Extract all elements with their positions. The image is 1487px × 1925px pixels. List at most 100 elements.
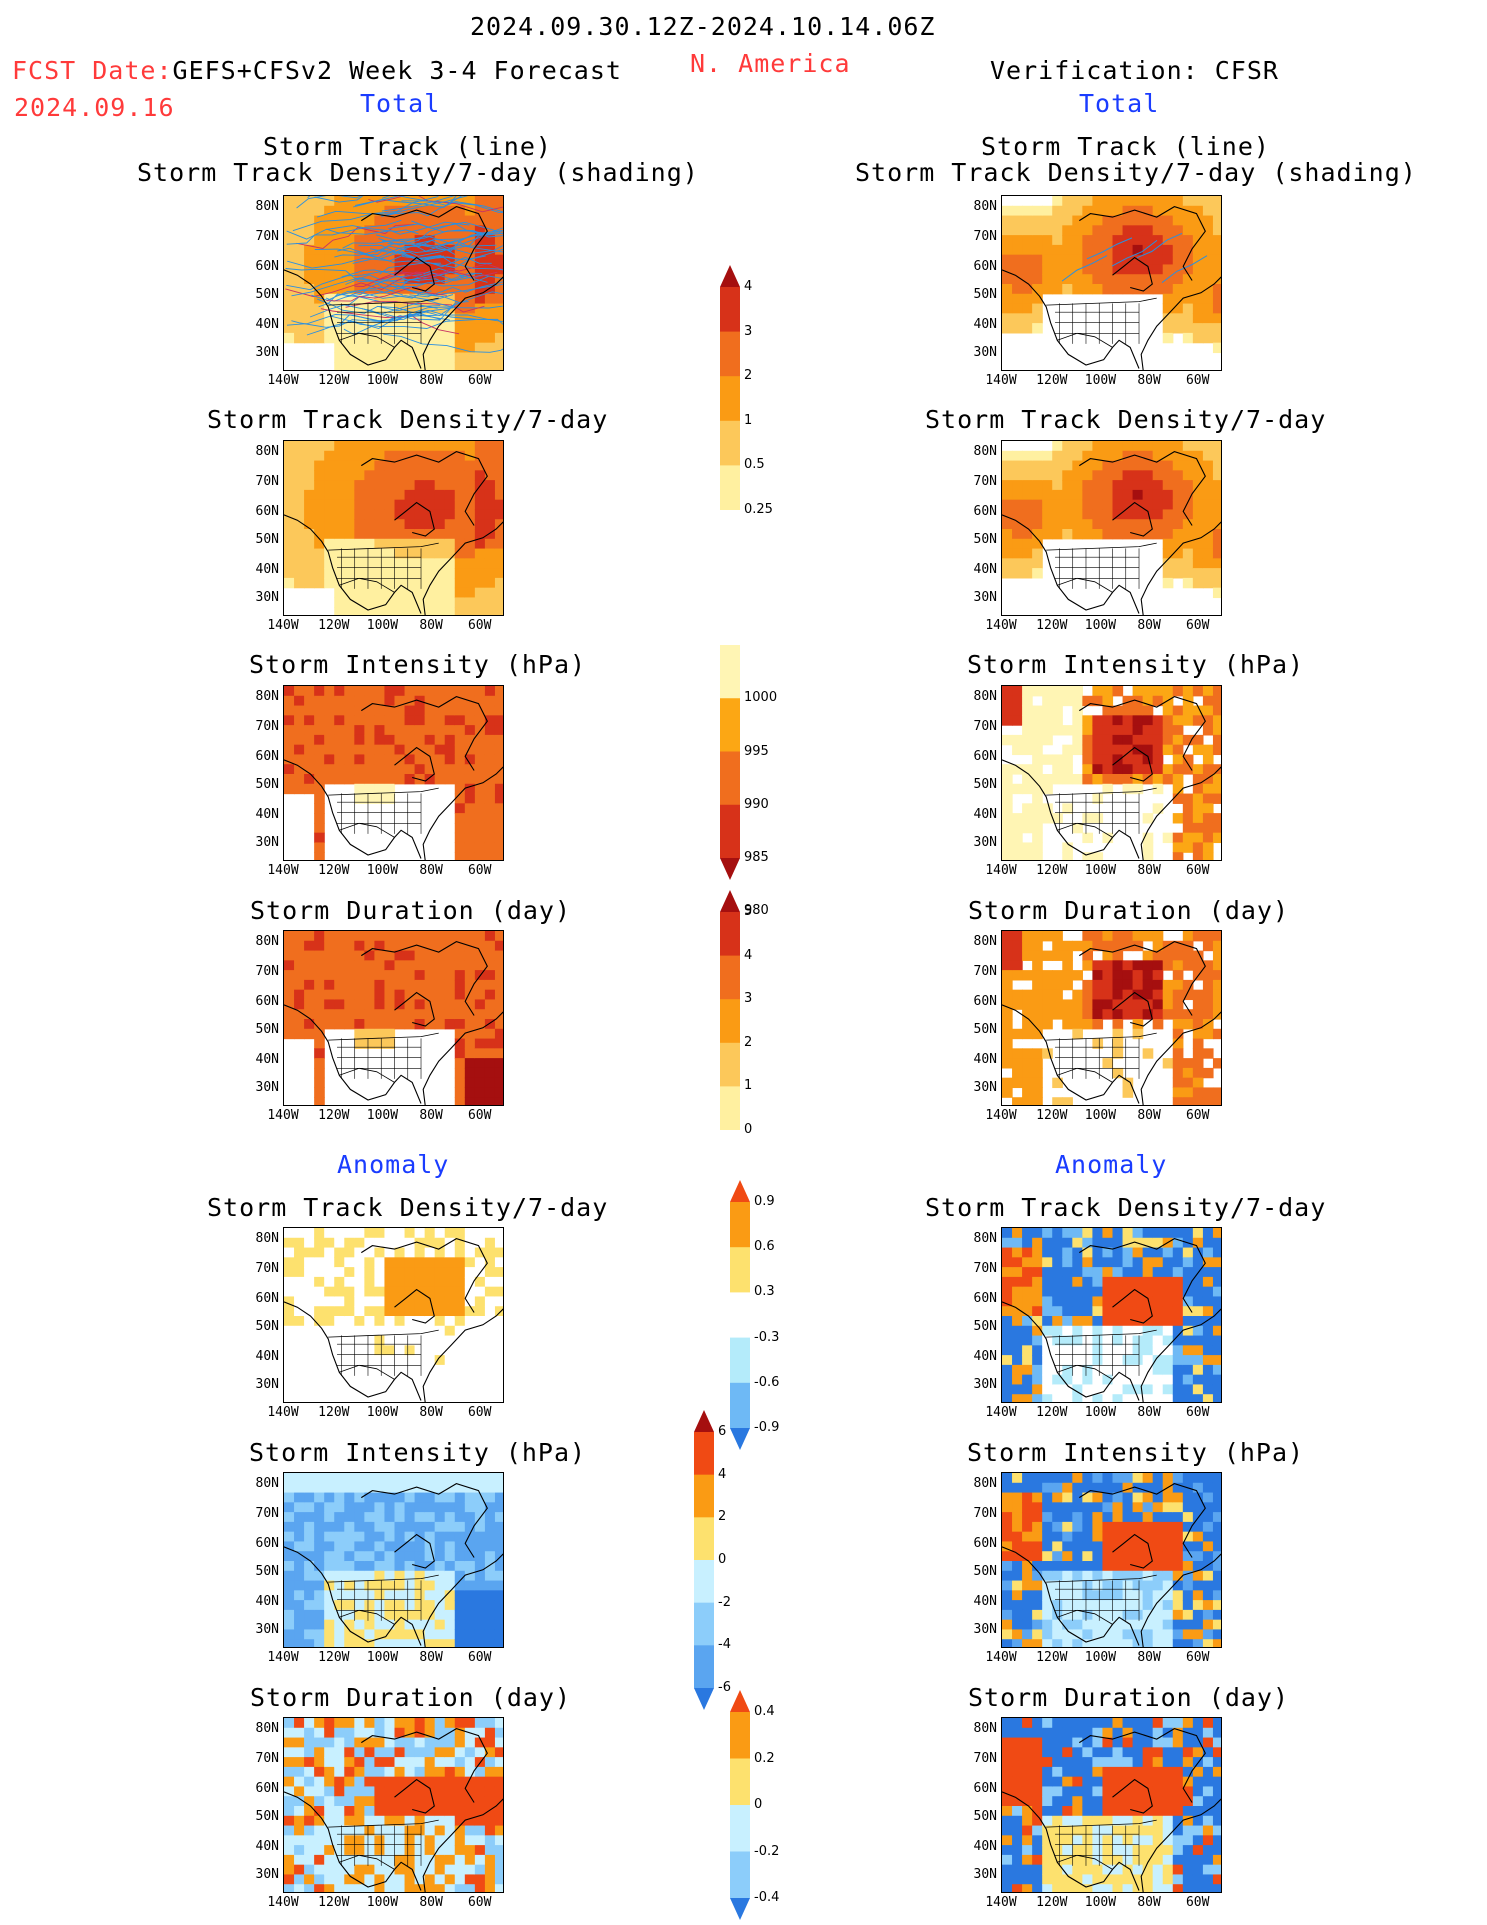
lon-tick-label: 140W — [985, 1895, 1017, 1910]
lat-tick-label: 40N — [255, 807, 279, 823]
lon-tick-label: 60W — [467, 1405, 492, 1420]
lon-tick-label: 140W — [985, 1108, 1017, 1123]
lon-tick-label: 120W — [1036, 1650, 1068, 1665]
lat-tick-label: 40N — [255, 317, 279, 333]
colorbar-tick-label: 985 — [744, 850, 769, 865]
lat-tick-label: 40N — [973, 1349, 997, 1365]
lat-tick-label: 50N — [255, 1319, 279, 1335]
map-panel-f-int-a — [283, 1472, 504, 1648]
lat-tick-label: 60N — [973, 1536, 997, 1552]
colorbar-tick-label: -0.6 — [754, 1374, 780, 1390]
title-density-anom-left: Storm Track Density/7-day — [207, 1193, 609, 1222]
lon-tick-label: 100W — [1084, 1405, 1117, 1420]
map-panel-v-dens — [1001, 440, 1222, 616]
anomaly-left: Anomaly — [337, 1150, 450, 1179]
lon-tick-label: 140W — [267, 1405, 299, 1420]
lon-tick-label: 100W — [1084, 373, 1117, 388]
colorbar-tick-label: 0.3 — [754, 1284, 775, 1300]
colorbar-tick-label: 0 — [744, 1122, 753, 1137]
lon-tick-label: 60W — [1185, 1108, 1210, 1123]
lat-tick-label: 50N — [973, 777, 997, 793]
lon-tick-label: 140W — [267, 373, 299, 388]
colorbar-tick-label: 0 — [718, 1552, 727, 1567]
lat-tick-label: 70N — [255, 1506, 279, 1522]
lat-tick-label: 30N — [973, 1867, 997, 1883]
lon-tick-label: 80W — [419, 863, 443, 878]
lon-tick-label: 140W — [267, 1650, 299, 1665]
lon-tick-label: 100W — [1084, 1895, 1117, 1910]
lat-tick-label: 70N — [255, 719, 279, 735]
lat-tick-label: 50N — [255, 532, 279, 548]
lon-tick-label: 80W — [1137, 373, 1161, 388]
region-label: N. America — [690, 49, 851, 78]
lon-tick-label: 80W — [1137, 1650, 1161, 1665]
lon-tick-label: 120W — [318, 1108, 350, 1123]
lat-tick-label: 40N — [255, 1052, 279, 1068]
lat-tick-label: 50N — [255, 777, 279, 793]
map-panel-f-track — [283, 195, 504, 371]
colorbar-tick-label: 4 — [744, 279, 753, 294]
lat-tick-label: 50N — [973, 1022, 997, 1038]
lat-tick-label: 30N — [255, 1080, 279, 1096]
lat-tick-label: 30N — [255, 345, 279, 361]
colorbar-tick-label: 4 — [744, 947, 753, 963]
lon-tick-label: 60W — [1185, 1405, 1210, 1420]
lon-tick-label: 60W — [1185, 1895, 1210, 1910]
lon-tick-label: 140W — [267, 1895, 299, 1910]
anomaly-right: Anomaly — [1055, 1150, 1168, 1179]
lat-tick-label: 70N — [973, 1751, 997, 1767]
colorbar-tick-label: -0.9 — [754, 1420, 780, 1435]
fcst-date: 2024.09.16 — [14, 93, 175, 122]
lat-tick-label: 50N — [973, 1809, 997, 1825]
lon-tick-label: 140W — [985, 1650, 1017, 1665]
lat-tick-label: 60N — [255, 1291, 279, 1307]
title-density-anom-right: Storm Track Density/7-day — [925, 1193, 1327, 1222]
lon-tick-label: 60W — [467, 373, 492, 388]
colorbar-tick-label: 0.6 — [754, 1239, 775, 1255]
lat-tick-label: 60N — [255, 994, 279, 1010]
lat-tick-label: 80N — [255, 1231, 279, 1247]
lon-tick-label: 60W — [1185, 618, 1210, 633]
lat-tick-label: 80N — [255, 199, 279, 215]
lon-tick-label: 100W — [1084, 618, 1117, 633]
colorbar-tick-label: 990 — [744, 796, 769, 812]
lon-tick-label: 60W — [467, 618, 492, 633]
lat-tick-label: 70N — [255, 1751, 279, 1767]
colorbar-tick-label: 0.5 — [744, 457, 765, 473]
lon-tick-label: 100W — [366, 1108, 399, 1123]
lon-tick-label: 100W — [366, 1895, 399, 1910]
lat-tick-label: 70N — [973, 229, 997, 245]
lon-tick-label: 120W — [318, 1895, 350, 1910]
colorbar-tick-label: 2 — [718, 1509, 727, 1525]
lat-tick-label: 30N — [973, 345, 997, 361]
lat-tick-label: 80N — [973, 1231, 997, 1247]
lat-tick-label: 70N — [973, 1261, 997, 1277]
lat-tick-label: 30N — [973, 835, 997, 851]
lon-tick-label: 100W — [1084, 863, 1117, 878]
lon-tick-label: 120W — [1036, 1895, 1068, 1910]
lon-tick-label: 120W — [318, 618, 350, 633]
lon-tick-label: 120W — [318, 373, 350, 388]
lat-tick-label: 70N — [973, 719, 997, 735]
lat-tick-label: 80N — [973, 1721, 997, 1737]
lon-tick-label: 120W — [318, 1650, 350, 1665]
lat-tick-label: 30N — [255, 1867, 279, 1883]
lon-tick-label: 80W — [419, 618, 443, 633]
title-density-left: Storm Track Density/7-day — [207, 405, 609, 434]
colorbar-tick-label: 1 — [744, 1078, 753, 1094]
lon-tick-label: 140W — [267, 863, 299, 878]
lat-tick-label: 80N — [255, 689, 279, 705]
lat-tick-label: 50N — [973, 532, 997, 548]
fcst-label: FCST Date: — [12, 56, 173, 85]
lon-tick-label: 100W — [366, 1405, 399, 1420]
title-duration-anom-right: Storm Duration (day) — [968, 1683, 1290, 1712]
lat-tick-label: 40N — [973, 807, 997, 823]
title-track-shading-left: Storm Track Density/7-day (shading) — [137, 158, 699, 187]
map-panel-f-int — [283, 685, 504, 861]
lon-tick-label: 120W — [318, 1405, 350, 1420]
colorbar-tick-label: 6 — [718, 1424, 727, 1439]
map-panel-f-dur — [283, 930, 504, 1106]
lon-tick-label: 120W — [1036, 1108, 1068, 1123]
lon-tick-label: 100W — [1084, 1108, 1117, 1123]
lat-tick-label: 80N — [973, 934, 997, 950]
